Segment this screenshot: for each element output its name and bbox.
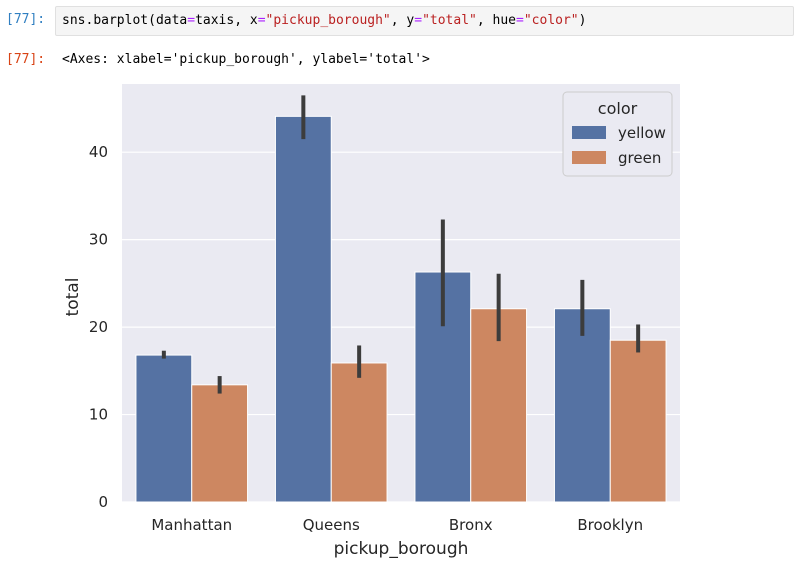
code-token: =: [516, 13, 524, 28]
y-tick-label: 40: [89, 143, 108, 161]
x-tick-label: Bronx: [449, 516, 493, 534]
code-token: sns: [62, 13, 86, 28]
y-tick-label: 20: [89, 318, 108, 336]
output-prompt: [77]:: [6, 52, 46, 67]
y-tick-label: 30: [89, 231, 108, 249]
legend-label-yellow: yellow: [618, 124, 666, 142]
input-prompt: [77]:: [6, 12, 46, 27]
x-tick-label: Brooklyn: [577, 516, 643, 534]
legend-swatch-green: [572, 151, 606, 164]
bar-green: [330, 362, 388, 503]
code-token: data: [155, 13, 188, 28]
y-tick-label: 0: [98, 493, 108, 511]
y-axis-label: total: [63, 278, 83, 317]
y-tick-label: 10: [89, 406, 108, 424]
code-token: .: [85, 13, 94, 28]
code-token: "total": [422, 13, 477, 28]
bar-yellow: [135, 354, 193, 503]
bar-yellow: [553, 308, 611, 503]
code-token: y: [406, 13, 415, 28]
x-axis-label: pickup_borough: [334, 539, 469, 559]
code-token: =: [414, 13, 423, 28]
code-token: (: [148, 13, 156, 28]
legend-title: color: [598, 99, 638, 118]
bar-yellow: [274, 115, 332, 503]
bar-green: [191, 384, 249, 503]
output-text: <Axes: xlabel='pickup_borough', ylabel='…: [62, 52, 430, 67]
code-token: taxis: [195, 13, 235, 28]
code-token: barplot: [93, 13, 149, 28]
x-tick-label: Manhattan: [151, 516, 232, 534]
code-token: "color": [523, 13, 579, 28]
code-token: ,: [234, 13, 250, 28]
code-token: ): [578, 13, 587, 28]
legend-label-green: green: [618, 149, 661, 167]
code-token: ,: [476, 13, 493, 28]
code-token: x: [249, 13, 258, 28]
code-token: =: [257, 13, 266, 28]
code-token: =: [187, 13, 196, 28]
code-token: "pickup_borough": [265, 13, 391, 28]
bar-green: [609, 339, 667, 503]
legend-swatch-yellow: [572, 126, 606, 139]
x-tick-label: Queens: [303, 516, 360, 534]
code-token: ,: [390, 13, 407, 28]
code-token: hue: [492, 13, 517, 28]
code-cell-input[interactable]: sns.barplot(data=taxis, x="pickup_boroug…: [55, 6, 794, 36]
